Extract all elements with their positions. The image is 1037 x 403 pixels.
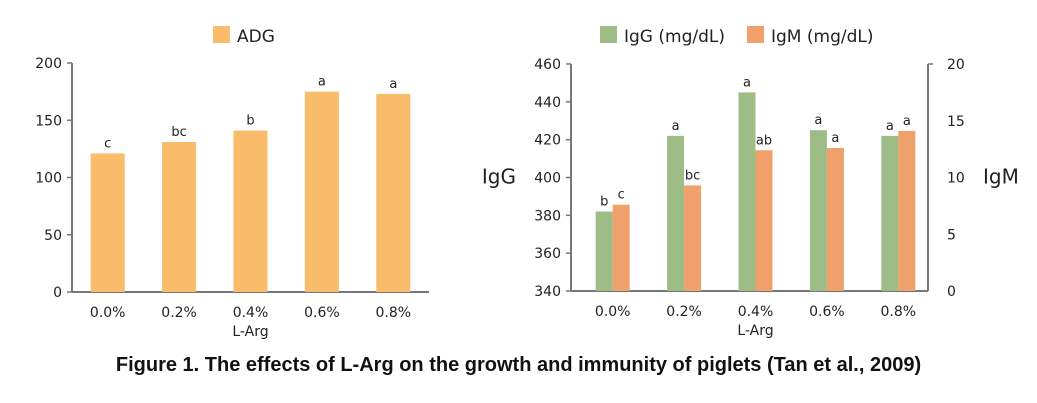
significance-label: a [672,119,680,134]
bar-adg [90,153,125,292]
bar-igg [667,135,685,291]
y-tick-label: 100 [35,171,62,187]
bar-igg [809,130,827,291]
y-tick-label: 380 [534,208,561,224]
x-tick-label: 0.8% [376,305,412,321]
significance-label: a [743,75,751,90]
significance-label: a [389,77,397,92]
significance-label: c [104,136,111,151]
legend-swatch [747,26,764,43]
x-tick-label: 0.8% [881,304,917,320]
significance-label: c [618,188,625,203]
y-tick-label: 420 [534,133,561,149]
x-tick-label: 0.2% [161,305,197,321]
x-tick-label: 0.6% [304,305,340,321]
y2-tick-label: 0 [947,284,956,300]
bar-igg [595,211,613,291]
x-tick-label: 0.4% [233,305,269,321]
bar-adg [233,130,268,292]
y-tick-label: 0 [53,285,62,301]
y-tick-label: 460 [534,57,561,73]
bar-igm [684,185,702,291]
y-tick-label: 440 [534,95,561,111]
legend-swatch [600,26,617,43]
significance-label: a [814,113,822,128]
x-tick-label: 0.2% [666,304,702,320]
bar-adg [162,142,197,292]
y2-tick-label: 20 [947,57,965,73]
y-tick-label: 340 [534,284,561,300]
y-tick-label: 360 [534,246,561,262]
significance-label: a [831,131,839,146]
bar-igm [826,147,844,291]
y-tick-label: 150 [35,113,62,129]
figure-caption: Figure 1. The effects of L-Arg on the gr… [115,354,922,376]
y2-axis-label: IgM [983,165,1019,189]
y-tick-label: 400 [534,171,561,187]
x-axis-label: L-Arg [737,323,773,339]
bar-igg [738,92,756,291]
x-tick-label: 0.6% [809,304,845,320]
x-tick-label: 0.4% [738,304,774,320]
x-axis-label: L-Arg [232,324,268,340]
bar-igm [898,130,916,291]
legend-label: ADG [237,27,275,47]
legend-label: IgG (mg/dL) [624,27,725,47]
significance-label: ab [756,133,772,148]
x-tick-label: 0.0% [595,304,631,320]
significance-label: b [600,195,608,210]
y-tick-label: 200 [35,56,62,72]
significance-label: a [886,119,894,134]
y2-tick-label: 15 [947,114,965,130]
significance-label: bc [171,125,186,140]
bar-adg [376,93,411,292]
significance-label: b [246,114,254,129]
y2-tick-label: 5 [947,227,956,243]
significance-label: a [903,114,911,129]
significance-label: a [318,75,326,90]
y-axis-label: IgG [482,165,516,189]
legend-swatch [213,26,230,43]
bar-igg [881,135,899,291]
bar-igm [612,204,630,291]
y-tick-label: 50 [44,228,62,244]
legend-label: IgM (mg/dL) [771,27,873,47]
y2-tick-label: 10 [947,171,965,187]
significance-label: bc [685,168,700,183]
x-tick-label: 0.0% [90,305,126,321]
bar-igm [755,150,773,291]
bar-adg [304,91,339,292]
